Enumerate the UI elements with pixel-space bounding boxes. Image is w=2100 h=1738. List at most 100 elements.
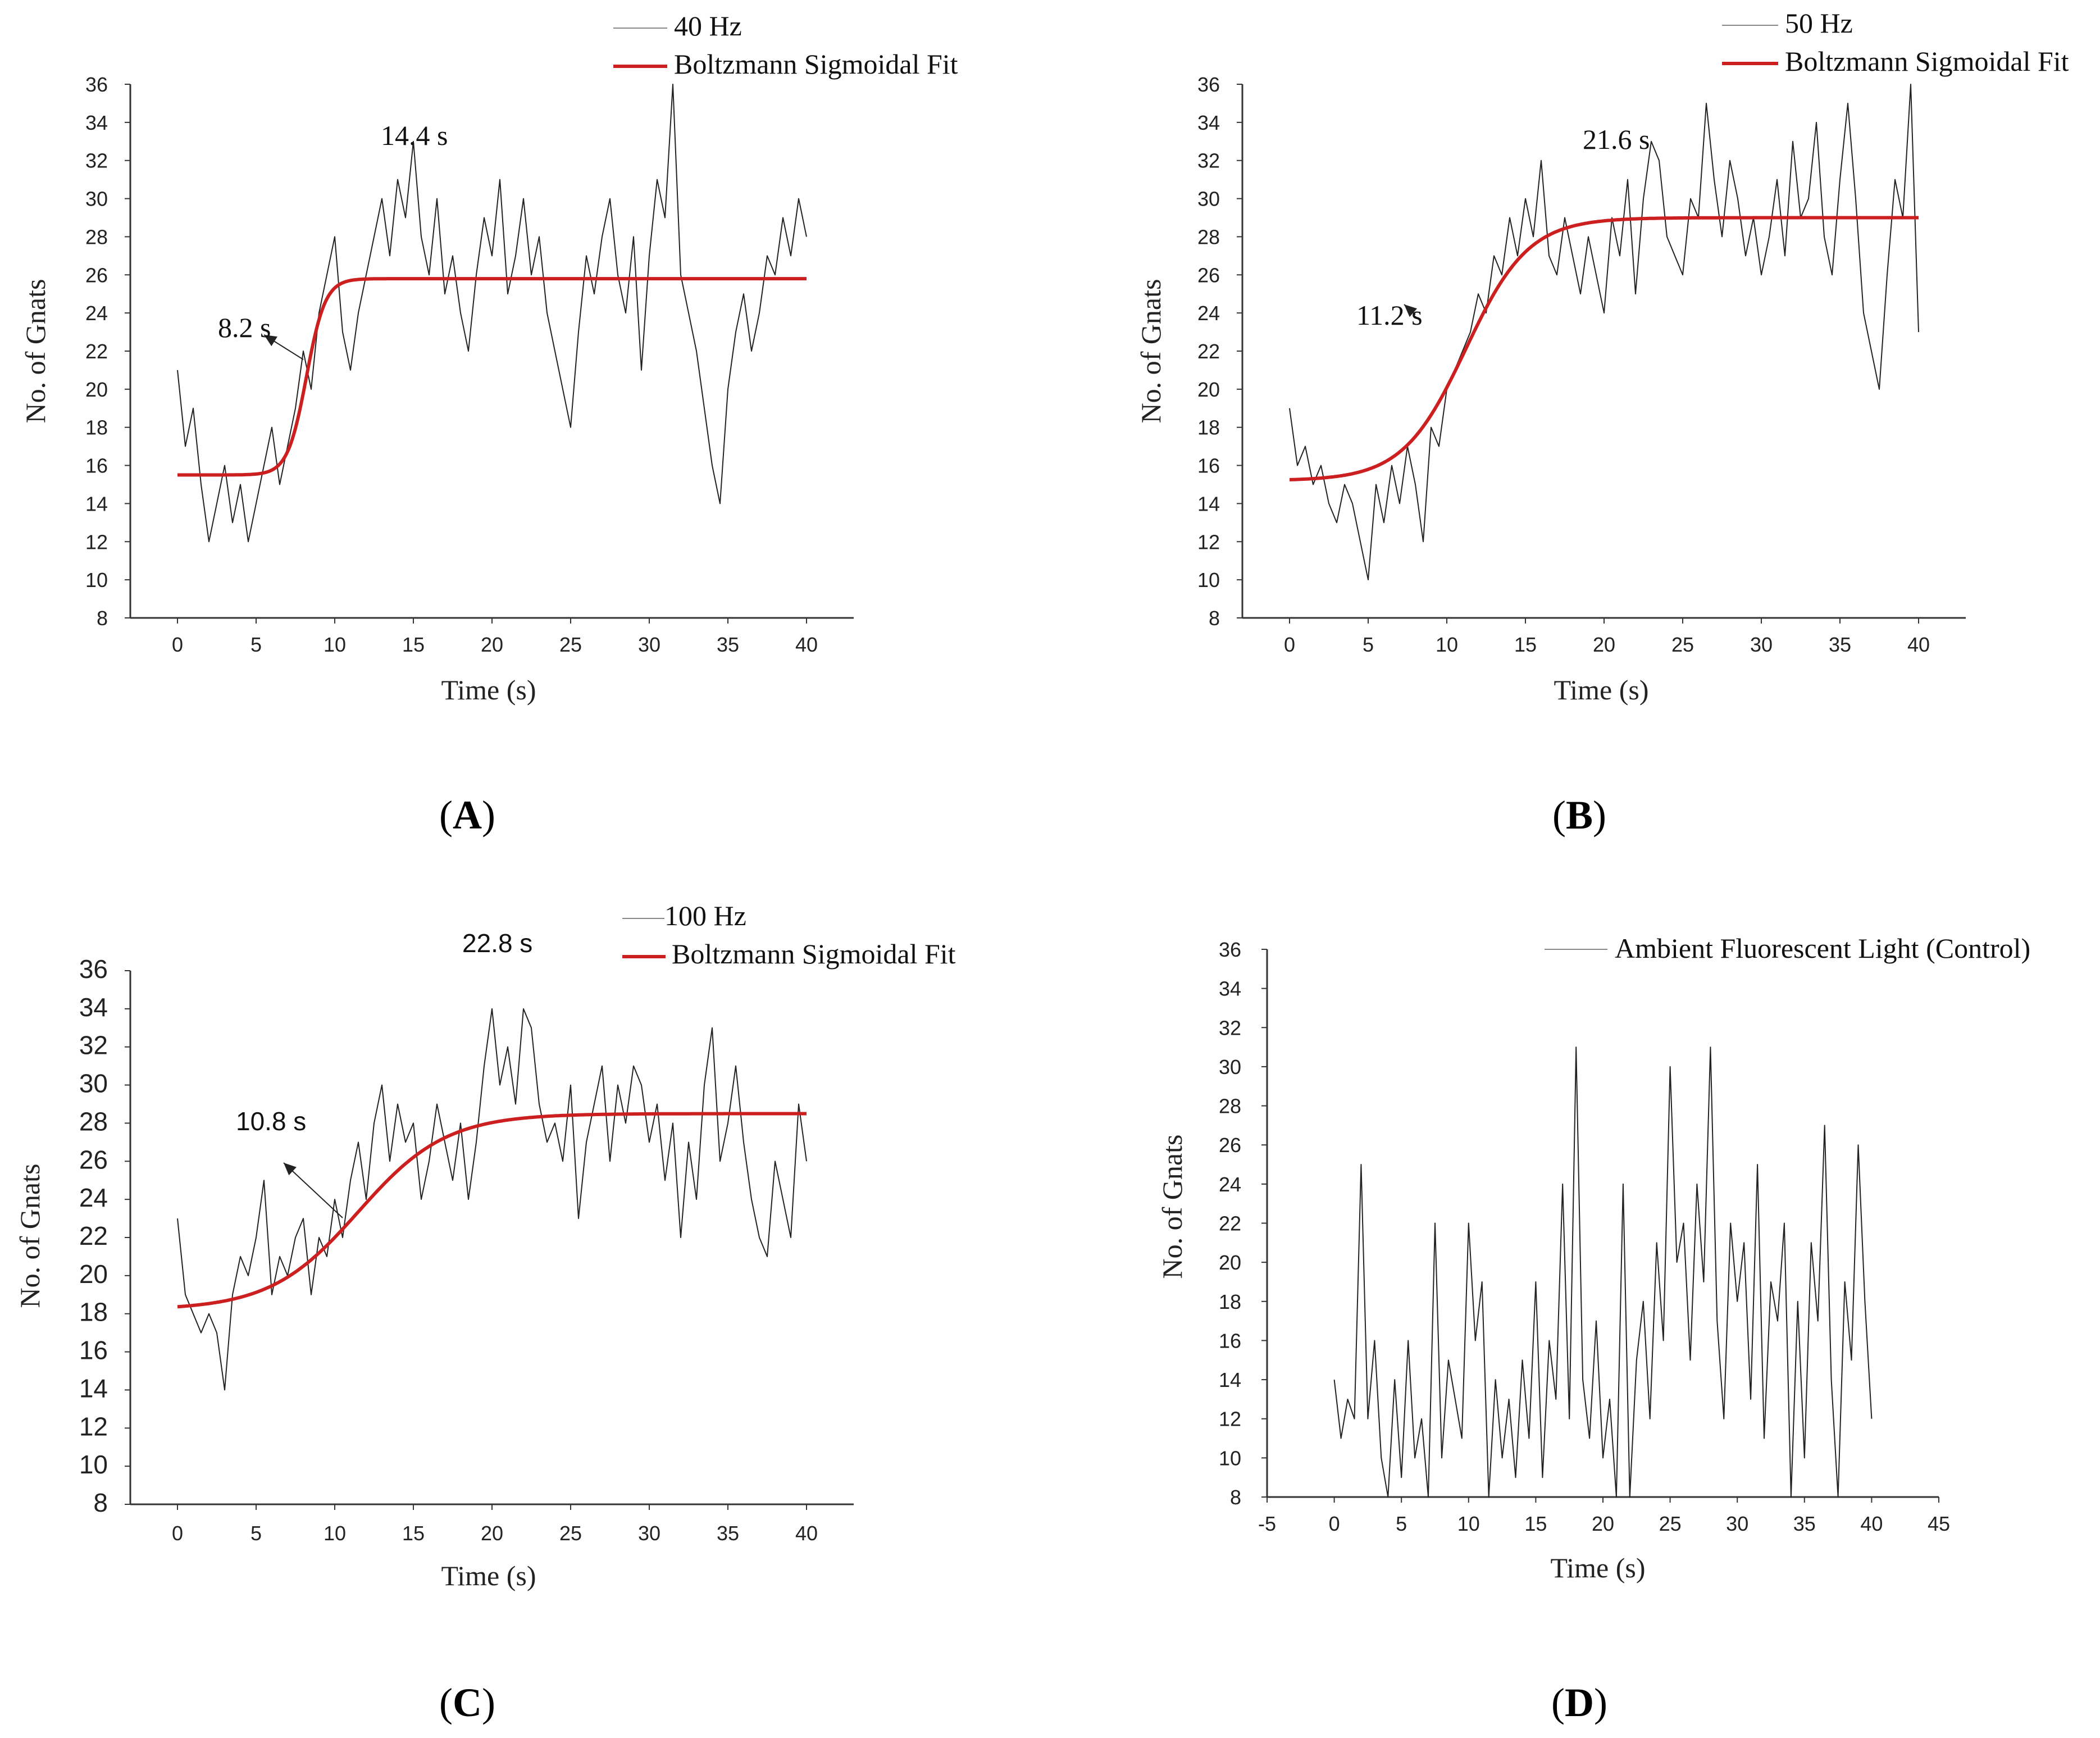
- panel-b-y-tick-label: 26: [1197, 263, 1220, 286]
- panel-d-letter: D: [1565, 1680, 1594, 1725]
- panel-c-x-tick-label: 25: [559, 1522, 582, 1545]
- panel-c-legend-raw-label: 100 Hz: [664, 900, 746, 931]
- panel-b-y-axis-label: No. of Gnats: [1135, 279, 1167, 424]
- panel-c-y-axis-label: No. of Gnats: [14, 1164, 45, 1308]
- panel-a-y-tick-label: 16: [85, 454, 108, 477]
- panel-b-y-tick-label: 12: [1197, 530, 1220, 553]
- panel-c-x-tick-label: 5: [250, 1522, 262, 1545]
- panel-a-chart: 8 10 12 14 16 18 20 22 24 26 28 30 32 34 36 0 5 10 15 20 25 3…: [20, 10, 958, 838]
- panel-a-series-raw-line: [177, 84, 807, 543]
- panel-b-label: (B): [1552, 793, 1606, 838]
- panel-a-legend-fit-label: Boltzmann Sigmoidal Fit: [674, 48, 958, 80]
- panel-d-x-tick-label: 20: [1592, 1512, 1614, 1535]
- panel-a-x-axis-label: Time (s): [441, 674, 536, 706]
- panel-d-label: (D): [1551, 1680, 1607, 1725]
- panel-a-y-tick-label: 28: [85, 225, 108, 248]
- panel-b-y-tick-label: 10: [1197, 568, 1220, 592]
- panel-c-legend-fit-label: Boltzmann Sigmoidal Fit: [672, 938, 956, 970]
- panel-c-y-tick-label: 30: [79, 1069, 108, 1098]
- panel-d-x-tick-label: 35: [1793, 1512, 1816, 1535]
- panel-d-x-axis-label: Time (s): [1550, 1552, 1645, 1584]
- panel-c-y-tick-label: 28: [79, 1107, 108, 1136]
- panel-b-y-tick-label: 16: [1197, 454, 1220, 477]
- panel-b-y-tick-label: 32: [1197, 149, 1220, 172]
- panel-b-x-tick-label: 35: [1829, 633, 1851, 656]
- panel-a-label: (A): [439, 793, 495, 838]
- panel-b-legend-fit-label: Boltzmann Sigmoidal Fit: [1785, 46, 2069, 77]
- panel-b-marks: 8 10 12 14 16 18 20 22 24 26 28 30 32 34 36 0 5 10 15 20 25 3…: [1197, 25, 1966, 656]
- panel-c-annotation-plateau: 22.8 s: [462, 929, 532, 958]
- panel-a-y-tick-label: 18: [85, 416, 108, 439]
- panel-b-x-tick-label: 40: [1907, 633, 1930, 656]
- panel-a-y-tick-label: 32: [85, 149, 108, 172]
- panel-b-series-raw-line: [1289, 84, 1919, 581]
- panel-b-annotation-plateau: 21.6 s: [1583, 124, 1650, 155]
- panel-c-y-tick-label: 18: [79, 1298, 108, 1327]
- panel-c-x-tick-label: 35: [717, 1522, 739, 1545]
- panel-a-annotation-half: 8.2 s: [218, 312, 271, 343]
- panel-b-chart: 8 10 12 14 16 18 20 22 24 26 28 30 32 34 36 0 5 10 15 20 25 3…: [1135, 7, 2069, 838]
- panel-c-y-tick-label: 8: [93, 1488, 108, 1517]
- panel-d-x-tick-label: 25: [1659, 1512, 1682, 1535]
- panel-d-y-tick-label: 18: [1219, 1290, 1241, 1313]
- panel-d-x-tick-label: 5: [1396, 1512, 1407, 1535]
- panel-c-annotation-half: 10.8 s: [236, 1107, 306, 1136]
- panel-a-marks: 8 10 12 14 16 18 20 22 24 26 28 30 32 34 36 0 5 10 15 20 25 3…: [85, 28, 854, 656]
- panel-a-letter: A: [453, 793, 482, 838]
- panel-b-x-tick-label: 15: [1514, 633, 1537, 656]
- panel-a-y-tick-label: 14: [85, 492, 108, 515]
- panel-d-y-tick-label: 34: [1219, 977, 1241, 1000]
- panel-a-y-tick-label: 22: [85, 340, 108, 363]
- panel-c-y-tick-label: 20: [79, 1259, 108, 1289]
- panel-d-y-tick-label: 8: [1230, 1486, 1241, 1509]
- panel-b-y-tick-label: 36: [1197, 73, 1220, 96]
- panel-d-y-tick-label: 32: [1219, 1016, 1241, 1039]
- panel-d-x-tick-label: 0: [1329, 1512, 1340, 1535]
- panel-d-y-axis-label: No. of Gnats: [1156, 1135, 1188, 1279]
- panel-c-y-tick-label: 22: [79, 1221, 108, 1250]
- panel-a-y-tick-label: 36: [85, 73, 108, 96]
- panel-a-x-tick-label: 15: [402, 633, 425, 656]
- panel-a-annotation-arrow-head: [264, 335, 277, 347]
- panel-b-legend-raw-label: 50 Hz: [1785, 7, 1853, 39]
- panel-a-annotation-plateau: 14.4 s: [381, 120, 448, 151]
- panel-a-y-tick-label: 8: [97, 607, 108, 630]
- panel-c-x-tick-label: 40: [795, 1522, 818, 1545]
- panel-a-x-tick-label: 10: [324, 633, 346, 656]
- panel-c-annotation-arrow-line: [283, 1162, 343, 1218]
- panel-d-legend-raw-label: Ambient Fluorescent Light (Control): [1615, 932, 2030, 964]
- panel-d-y-tick-label: 30: [1219, 1055, 1241, 1079]
- panel-b-y-tick-label: 14: [1197, 492, 1220, 515]
- panel-c-x-tick-label: 30: [638, 1522, 660, 1545]
- panel-c-y-tick-label: 16: [79, 1336, 108, 1365]
- panel-d-y-tick-label: 26: [1219, 1134, 1241, 1157]
- panel-d-series-raw-line: [1333, 1047, 1873, 1498]
- panel-a-y-axis-label: No. of Gnats: [20, 279, 51, 424]
- panel-d-chart: 8 10 12 14 16 18 20 22 24 26 28 30 32 34 36 -5 0 5 10 15 20 2…: [1156, 932, 2030, 1725]
- panel-b-series-fit-curve: [1289, 216, 1919, 481]
- panel-d-y-tick-label: 10: [1219, 1446, 1241, 1469]
- panel-a-y-tick-label: 10: [85, 568, 108, 592]
- panel-a-x-tick-label: 25: [559, 633, 582, 656]
- panel-b-y-tick-label: 18: [1197, 416, 1220, 439]
- panel-b-y-tick-label: 22: [1197, 340, 1220, 363]
- panel-a-series-fit-curve: [177, 277, 807, 477]
- panel-b-x-tick-label: 30: [1750, 633, 1773, 656]
- panel-b-x-tick-label: 5: [1363, 633, 1374, 656]
- panel-a-y-tick-label: 24: [85, 302, 108, 325]
- panel-d-y-tick-label: 12: [1219, 1408, 1241, 1431]
- panel-d-y-tick-label: 36: [1219, 938, 1241, 961]
- panel-b-x-tick-label: 0: [1284, 633, 1295, 656]
- panel-a-y-tick-label: 20: [85, 378, 108, 401]
- panel-a-legend-raw-label: 40 Hz: [674, 10, 742, 42]
- panel-a-y-tick-label: 34: [85, 111, 108, 134]
- panel-c-x-axis-label: Time (s): [441, 1560, 536, 1591]
- panel-b-x-axis-label: Time (s): [1554, 674, 1648, 706]
- panel-a-y-tick-label: 12: [85, 530, 108, 553]
- panel-b-x-tick-label: 10: [1436, 633, 1458, 656]
- panel-c-series-raw-line: [177, 1008, 807, 1391]
- panel-b-y-tick-label: 8: [1209, 607, 1220, 630]
- panel-a-x-tick-label: 35: [717, 633, 739, 656]
- panel-c-x-tick-label: 15: [402, 1522, 425, 1545]
- panel-b-y-tick-label: 20: [1197, 378, 1220, 401]
